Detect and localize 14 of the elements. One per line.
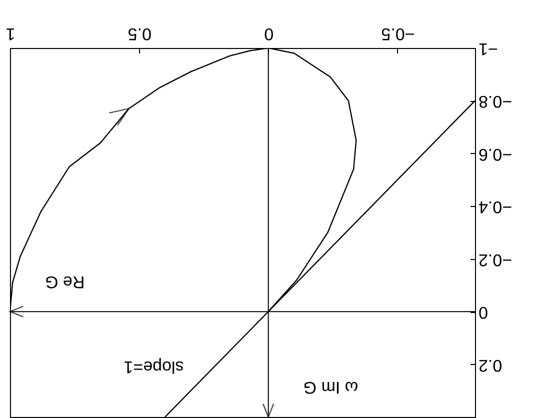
y-tick-label: −0.4: [478, 198, 512, 217]
x-tick-label: 1: [6, 24, 16, 44]
y-tick-label: −0.8: [478, 92, 512, 112]
y-tick-label: 0: [478, 303, 488, 322]
ref-line-label: Re G: [45, 272, 85, 292]
x-tick-label: −0.5: [381, 24, 415, 44]
ref-line-label: ω Im G: [303, 378, 358, 397]
y-tick-label: −1: [478, 40, 498, 58]
x-tick-label: 0: [264, 24, 274, 44]
y-tick-label: 0.2: [478, 356, 502, 375]
annotation: slope=1: [124, 357, 184, 376]
y-tick-label: −0.6: [478, 144, 512, 164]
x-tick-label: 0.5: [128, 24, 152, 44]
y-tick-label: −0.2: [478, 250, 512, 270]
